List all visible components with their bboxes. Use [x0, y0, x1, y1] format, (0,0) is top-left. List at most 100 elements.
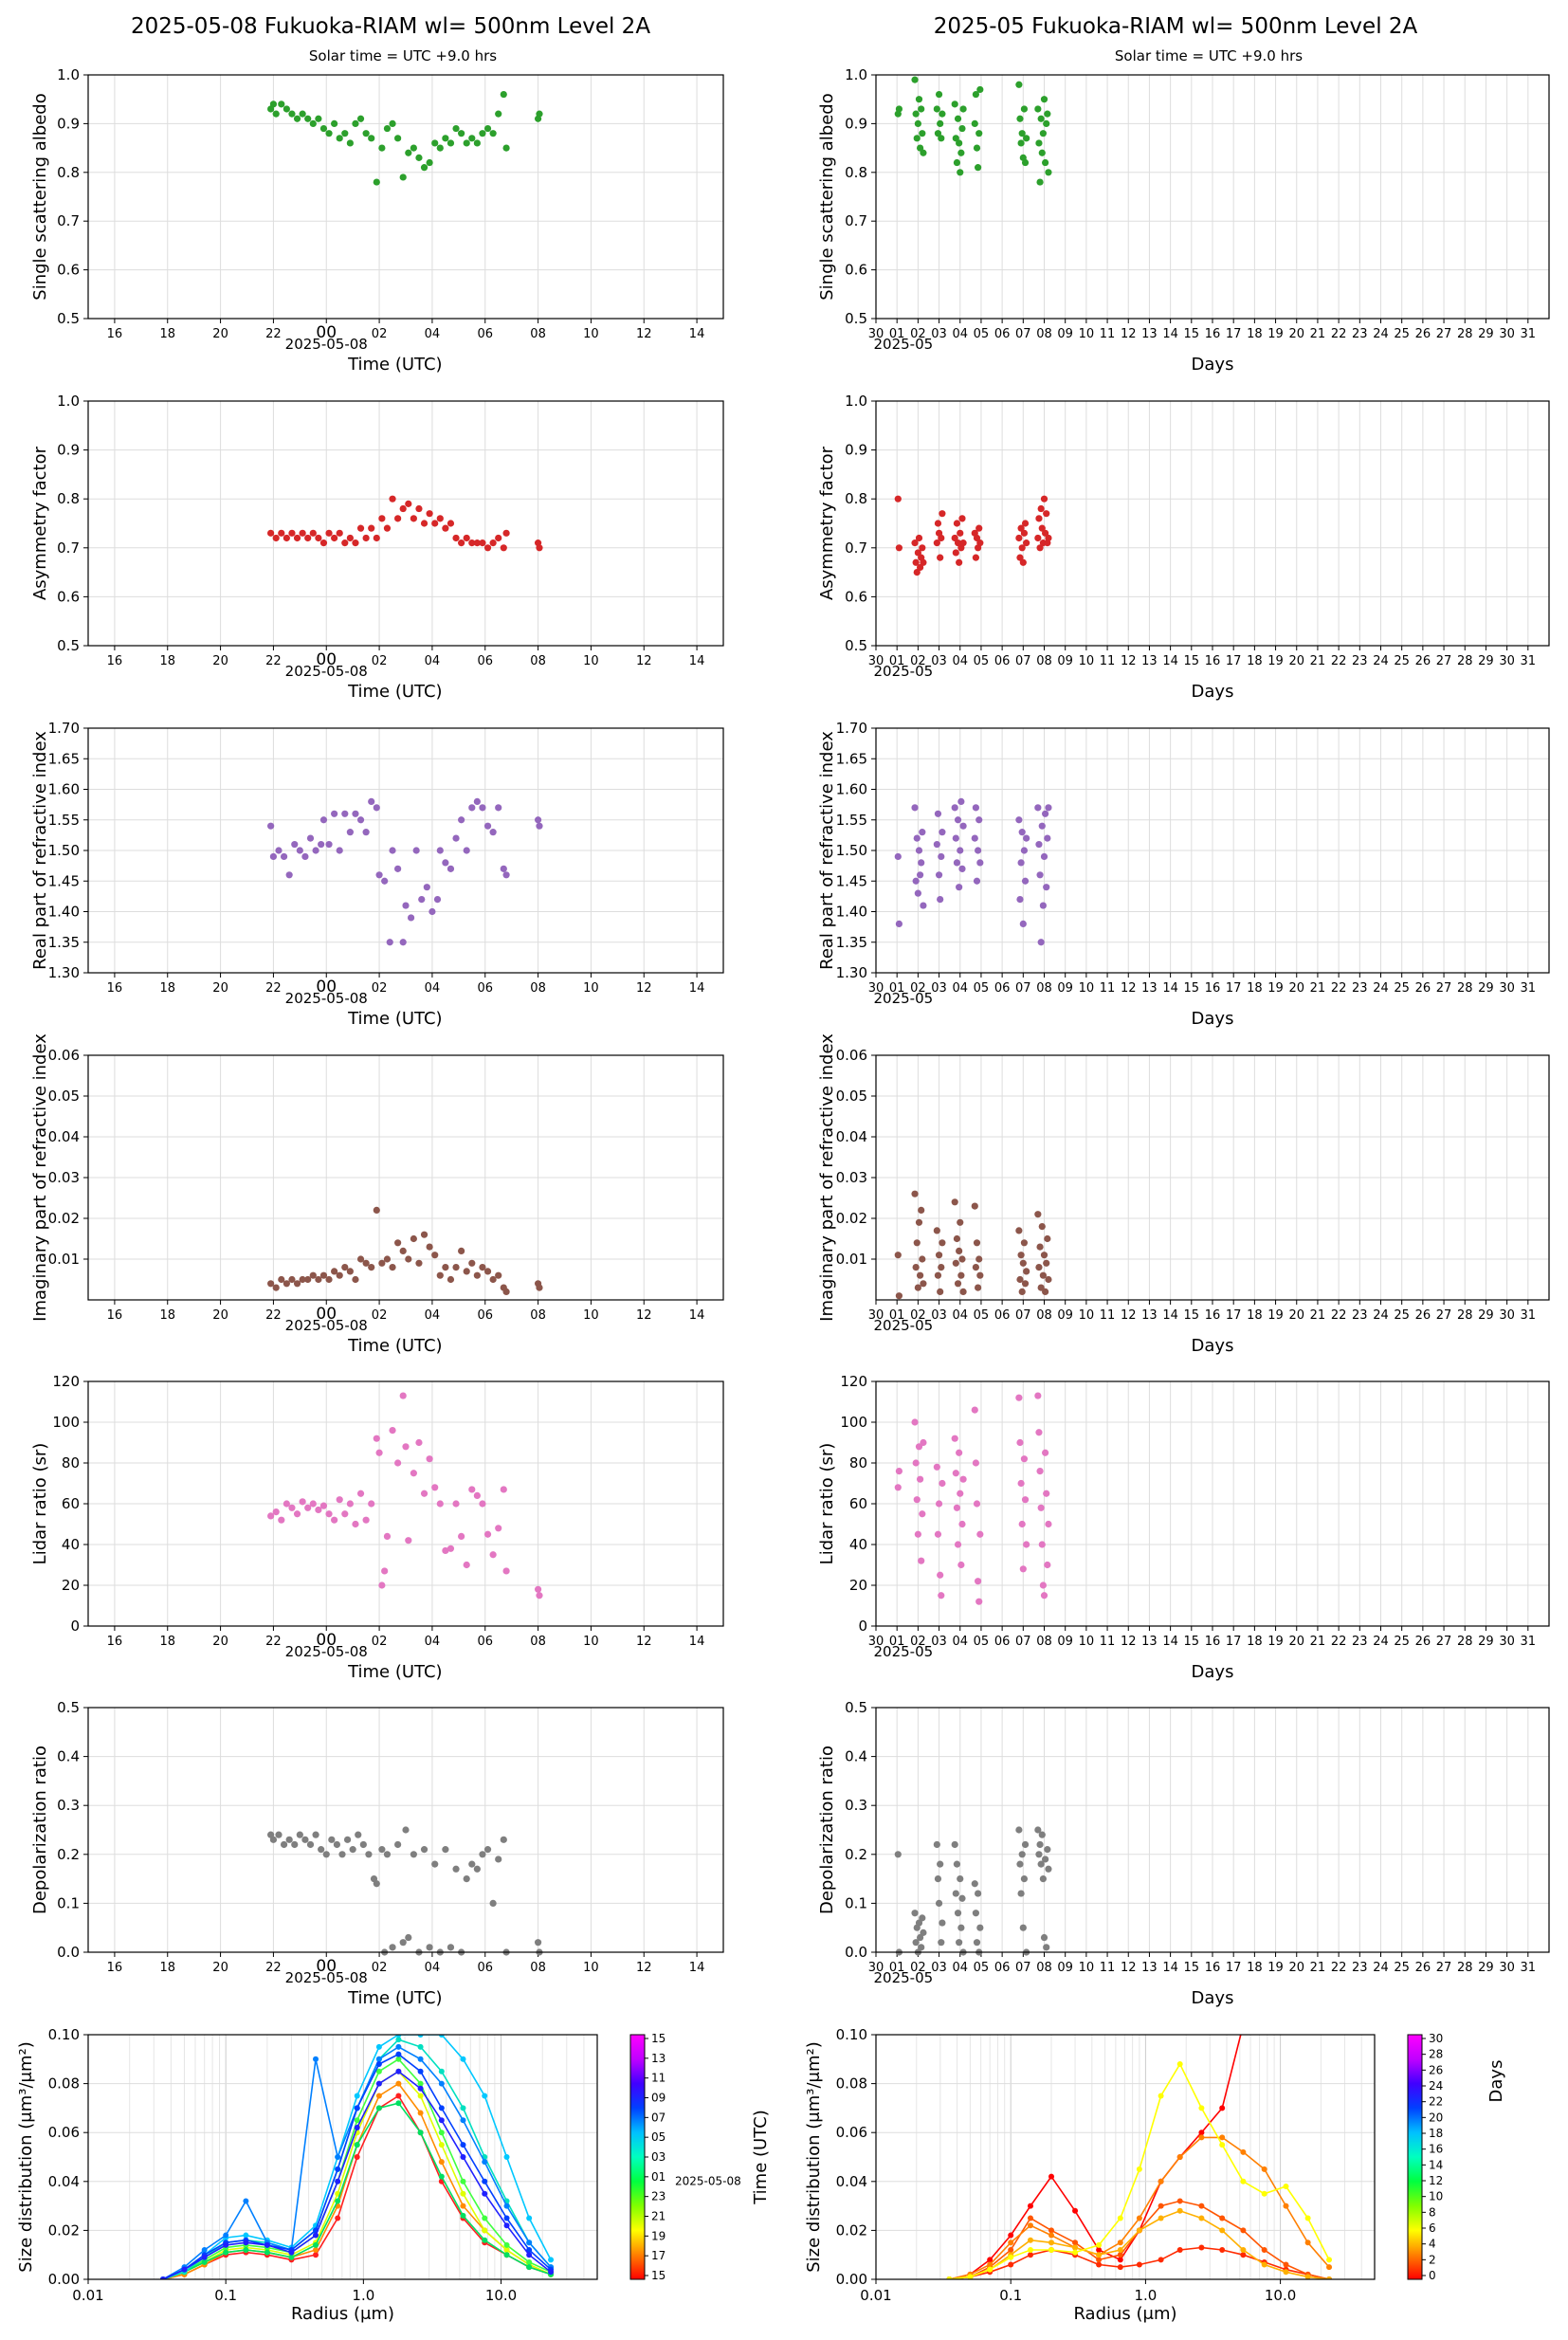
- data-point: [502, 1567, 510, 1575]
- data-point: [1023, 135, 1030, 142]
- data-point: [953, 520, 961, 527]
- x-tick-label: 31: [1521, 654, 1537, 668]
- data-point: [346, 534, 354, 542]
- panel-ni-monthly: 30 01 02 03 04 05 06 07 08 09 10 11 12 13 14 15 16 17 18 19…: [817, 1033, 1550, 1356]
- x-tick-label: 26: [1415, 654, 1431, 668]
- data-point: [479, 1851, 486, 1858]
- data-point: [939, 510, 946, 518]
- y-tick-label: 0.1: [845, 1894, 867, 1911]
- data-point: [1036, 544, 1044, 552]
- x-tick-label: 04: [425, 1961, 441, 1975]
- data-point: [458, 130, 465, 137]
- data-point: [331, 1516, 338, 1524]
- x-tick-label: 02: [372, 654, 388, 668]
- x-tick-label: 0.1: [999, 2287, 1022, 2304]
- data-point: [442, 859, 449, 867]
- data-point: [442, 135, 449, 142]
- data-point: [953, 1234, 961, 1243]
- y-tick-label: 0: [858, 1618, 867, 1635]
- size-series-point: [417, 2085, 424, 2092]
- size-series-point: [1048, 2227, 1055, 2234]
- data-point: [976, 85, 984, 94]
- x-tick-label: 10: [583, 1961, 599, 1975]
- data-point: [937, 119, 944, 127]
- data-point: [912, 110, 920, 118]
- plot-frame: [87, 2034, 598, 2280]
- x-tick-label: 10: [1079, 327, 1095, 341]
- x-tick-label: 13: [1141, 654, 1158, 668]
- data-point: [291, 1840, 299, 1849]
- data-point: [958, 515, 966, 522]
- size-series-point: [417, 2080, 424, 2087]
- data-point: [957, 797, 965, 806]
- data-point: [269, 1836, 278, 1843]
- data-point: [304, 1275, 312, 1284]
- data-point: [972, 554, 979, 561]
- data-point: [442, 1546, 449, 1555]
- data-point: [378, 515, 386, 522]
- data-point: [971, 1880, 978, 1888]
- data-point: [1034, 1392, 1042, 1399]
- data-point: [458, 1247, 465, 1254]
- size-series-point: [460, 2178, 466, 2185]
- y-tick-label: 0.02: [836, 1210, 867, 1227]
- data-point: [1039, 1271, 1047, 1279]
- plot-frame: [87, 400, 724, 647]
- data-point: [442, 1264, 449, 1271]
- x-tick-label: 16: [1205, 981, 1221, 996]
- colorbar-tick-label: 22: [1429, 2095, 1443, 2109]
- data-point: [346, 829, 354, 836]
- data-point: [394, 1840, 402, 1849]
- data-point: [935, 871, 943, 879]
- data-point: [920, 558, 927, 566]
- data-point: [325, 529, 333, 537]
- data-point: [914, 889, 921, 897]
- data-point: [1018, 130, 1026, 137]
- x-axis-label: Days: [1192, 1009, 1234, 1029]
- x-tick-label: 09: [1057, 1635, 1073, 1649]
- size-series-point: [1261, 2190, 1267, 2197]
- x-tick-label: 22: [1331, 1308, 1347, 1323]
- data-point: [956, 1247, 963, 1254]
- data-point: [918, 859, 925, 867]
- plot-frame: [87, 727, 724, 974]
- data-point: [956, 1449, 963, 1456]
- x-tick-label: 20: [212, 1635, 228, 1649]
- data-point: [1036, 1468, 1044, 1475]
- data-point: [1015, 534, 1023, 542]
- x-tick-label: 08: [1036, 654, 1052, 668]
- data-point: [971, 834, 978, 842]
- data-point: [296, 847, 303, 854]
- data-point: [362, 130, 370, 137]
- data-point: [1038, 1541, 1046, 1548]
- size-series-point: [438, 2173, 445, 2180]
- data-point: [913, 834, 921, 842]
- x-tick-label: 14: [689, 327, 705, 341]
- data-point: [410, 144, 417, 152]
- y-tick-label: 1.45: [48, 872, 80, 889]
- y-tick-label: 1.60: [48, 781, 80, 798]
- data-point: [378, 1259, 386, 1267]
- data-point: [1036, 1840, 1044, 1849]
- data-point: [389, 495, 396, 503]
- y-tick-label: 0.05: [836, 1088, 867, 1105]
- plot-frame: [87, 1707, 724, 1953]
- data-point: [402, 1443, 410, 1451]
- size-series-point: [1096, 2252, 1103, 2258]
- data-point: [500, 90, 507, 99]
- size-series-point: [1198, 2244, 1205, 2251]
- data-point: [1042, 529, 1049, 537]
- x-tick-label: 15: [1184, 1635, 1200, 1649]
- data-point: [267, 1280, 275, 1288]
- size-series-point: [395, 2056, 402, 2062]
- x-tick-label: 08: [1036, 1635, 1052, 1649]
- data-point: [356, 816, 365, 824]
- data-point: [299, 1275, 306, 1284]
- x-tick-label: 00: [316, 1631, 337, 1650]
- data-point: [912, 1264, 920, 1271]
- data-point: [976, 859, 984, 867]
- data-point: [1018, 1288, 1026, 1295]
- data-point: [452, 834, 460, 842]
- data-point: [378, 1846, 386, 1854]
- x-tick-label: 05: [974, 1635, 990, 1649]
